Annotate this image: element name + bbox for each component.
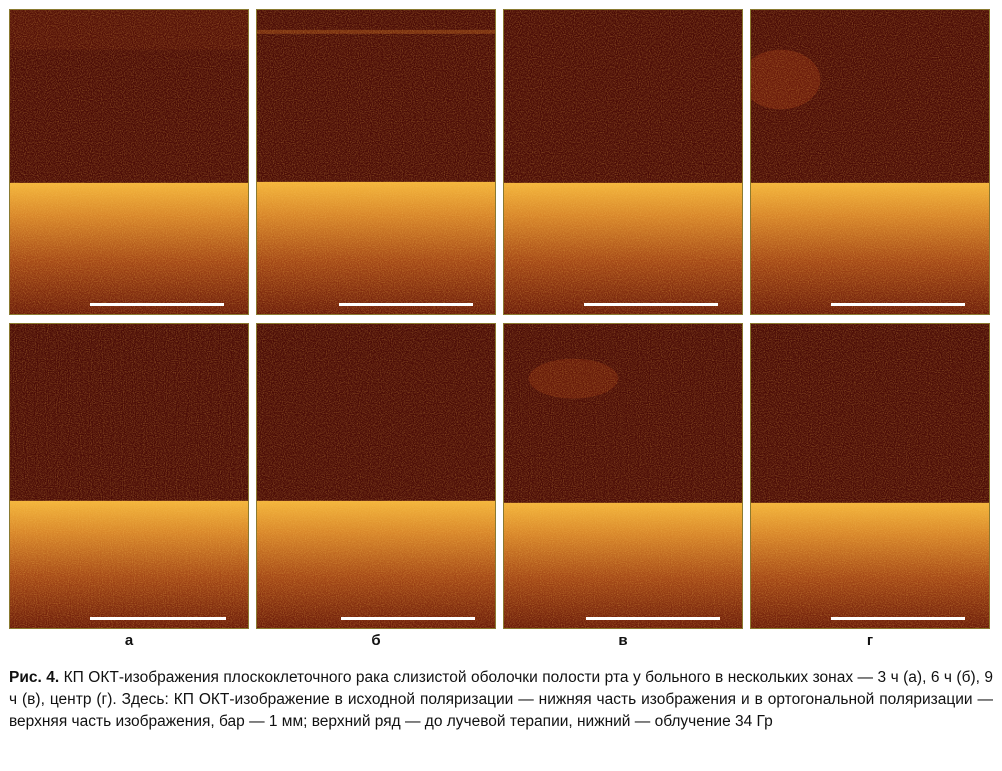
oct-figure: а б в г (9, 9, 990, 649)
oct-panel-top-a (9, 9, 249, 315)
column-label-d: г (866, 632, 874, 649)
scale-bar (341, 617, 475, 620)
scale-bar (90, 303, 224, 306)
oct-panel-top-b (256, 9, 496, 315)
scale-bar (586, 617, 720, 620)
column-label-b: б (371, 632, 381, 649)
scale-bar (584, 303, 718, 306)
oct-panel-top-d (750, 9, 990, 315)
scale-bar (831, 617, 965, 620)
oct-panel-bottom-b (256, 323, 496, 629)
scale-bar (339, 303, 473, 306)
oct-panel-bottom-a (9, 323, 249, 629)
column-label-a: а (124, 632, 134, 649)
scale-bar (90, 617, 226, 620)
oct-panel-top-c (503, 9, 743, 315)
caption-text: КП ОКТ-изображения плоскоклеточного рака… (9, 669, 994, 730)
figure-caption: Рис. 4. КП ОКТ-изображения плоскоклеточн… (9, 667, 993, 733)
scale-bar (831, 303, 965, 306)
oct-panel-bottom-d (750, 323, 990, 629)
oct-panel-bottom-c (503, 323, 743, 629)
caption-label: Рис. 4. (9, 669, 60, 686)
column-label-c: в (618, 632, 628, 649)
